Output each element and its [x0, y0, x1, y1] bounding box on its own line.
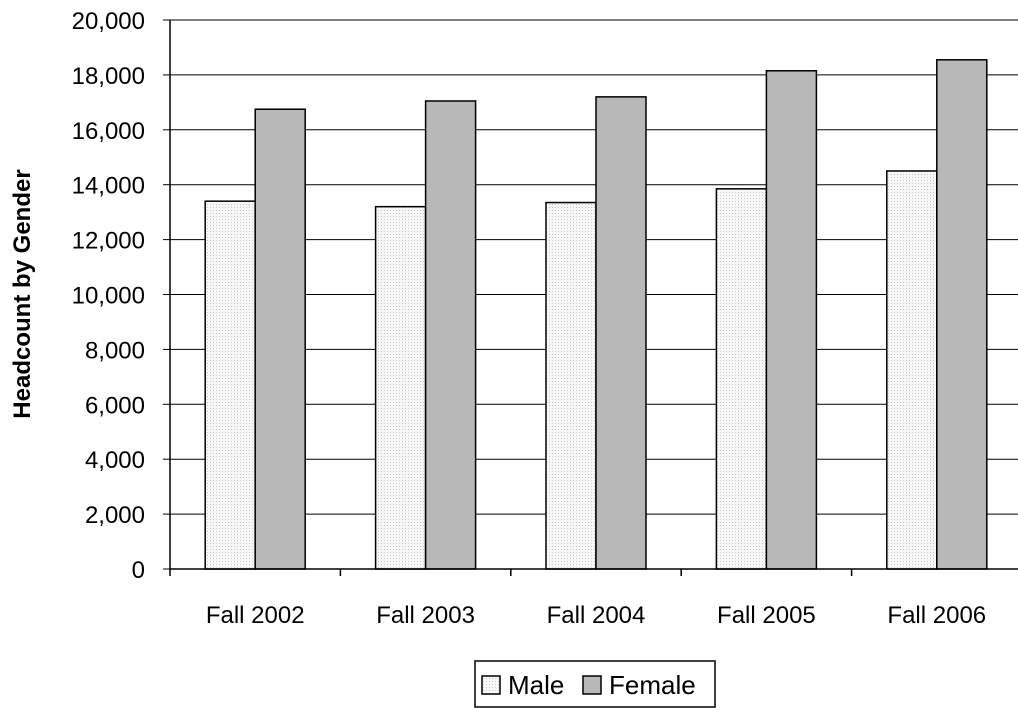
y-tick-label: 8,000: [85, 337, 145, 364]
legend: Male Female: [474, 660, 716, 708]
bar-female-4: [765, 70, 818, 570]
y-tick-label: 0: [132, 557, 145, 584]
y-tick-label: 16,000: [72, 118, 145, 145]
y-tick-label: 4,000: [85, 447, 145, 474]
x-tick-label: Fall 2004: [547, 602, 646, 629]
y-tick-label: 14,000: [72, 173, 145, 200]
bar-male-4: [715, 188, 768, 570]
y-tick-label: 20,000: [72, 8, 145, 35]
bar-female-2: [424, 100, 477, 570]
y-tick-label: 2,000: [85, 502, 145, 529]
bar-female-5: [936, 59, 988, 570]
y-tick-label: 10,000: [72, 283, 145, 310]
x-tick-labels: Fall 2002 Fall 2003 Fall 2004 Fall 2005 Fall…: [206, 602, 986, 629]
y-tick-label: 18,000: [72, 63, 145, 90]
y-tick-labels: 0 2,000 4,000 6,000 8,000 10,000 12,000 14,000 1…: [72, 8, 145, 584]
bars: [204, 59, 988, 570]
bar-female-3: [595, 96, 647, 570]
bar-male-5: [886, 170, 938, 570]
legend-swatch-male: [481, 675, 501, 695]
x-tick-label: Fall 2003: [376, 602, 475, 629]
y-axis-label: Headcount by Gender: [9, 169, 36, 418]
x-tick-label: Fall 2006: [887, 602, 986, 629]
x-tick-label: Fall 2005: [717, 602, 816, 629]
legend-label-female: Female: [609, 670, 696, 700]
bar-male-2: [374, 205, 427, 570]
bar-male-3: [545, 201, 597, 570]
bar-female-1: [254, 108, 306, 570]
axes: [169, 20, 1018, 576]
y-tick-label: 6,000: [85, 392, 145, 419]
x-tick-label: Fall 2002: [206, 602, 305, 629]
y-tick-label: 12,000: [72, 228, 145, 255]
legend-label-male: Male: [508, 670, 564, 700]
bar-male-1: [204, 200, 256, 570]
legend-swatch-female: [582, 675, 602, 695]
